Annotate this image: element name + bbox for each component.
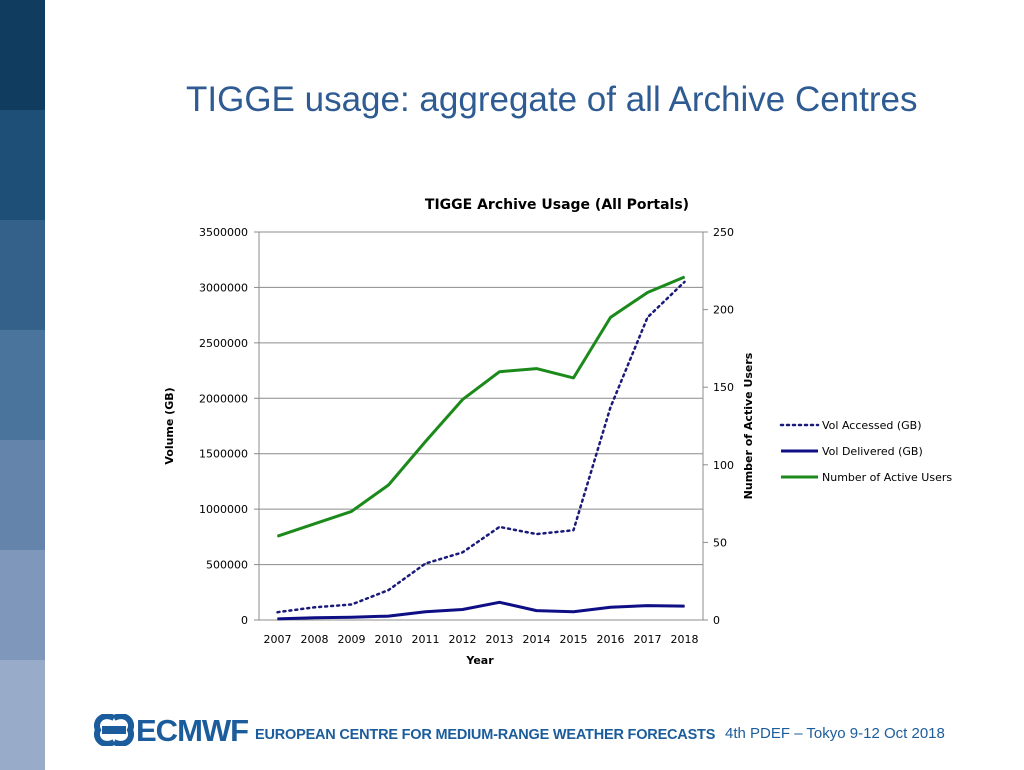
side-bar-segment — [0, 220, 45, 330]
side-bar-segment — [0, 660, 45, 770]
x-tick-label: 2014 — [523, 633, 551, 646]
x-tick-label: 2018 — [671, 633, 699, 646]
data-point — [425, 611, 426, 613]
y2-tick-label: 250 — [713, 226, 734, 239]
data-point — [610, 406, 611, 408]
y-tick-label: 1000000 — [199, 503, 248, 516]
data-point — [684, 281, 685, 283]
data-point — [536, 610, 537, 612]
x-tick-label: 2008 — [301, 633, 329, 646]
y-tick-label: 2500000 — [199, 337, 248, 350]
y2-axis-label: Number of Active Users — [742, 352, 755, 499]
x-tick-label: 2011 — [412, 633, 440, 646]
data-point — [277, 535, 278, 537]
legend-label: Vol Accessed (GB) — [822, 419, 922, 432]
side-bar-segment — [0, 440, 45, 550]
legend: Vol Accessed (GB) Vol Delivered (GB) Numbe… — [779, 419, 952, 484]
data-point — [425, 441, 426, 443]
y-tick-label: 0 — [241, 614, 248, 627]
data-point — [462, 608, 463, 610]
gridlines — [259, 231, 703, 621]
y2-tick-label: 100 — [713, 459, 734, 472]
data-point — [573, 529, 574, 531]
series-line-3 — [277, 275, 686, 538]
x-tick-label: 2013 — [486, 633, 514, 646]
x-tick-label: 2007 — [264, 633, 292, 646]
data-point — [536, 533, 537, 535]
legend-label: Number of Active Users — [822, 471, 952, 484]
y-axis-label: Volume (GB) — [163, 387, 176, 464]
data-point — [499, 526, 500, 528]
data-point — [573, 611, 574, 613]
data-point — [462, 551, 463, 553]
data-point — [647, 316, 648, 318]
data-point — [314, 606, 315, 608]
y2-tick-label: 150 — [713, 381, 734, 394]
data-point — [610, 316, 611, 318]
data-point — [314, 617, 315, 619]
data-point — [573, 377, 574, 379]
data-point — [277, 618, 278, 620]
data-point — [610, 606, 611, 608]
series-line-2 — [277, 600, 685, 621]
x-tick-label: 2010 — [375, 633, 403, 646]
y2-tick-label: 0 — [713, 614, 720, 627]
series-lines — [276, 275, 686, 621]
data-point — [314, 523, 315, 525]
y-tick-label: 2000000 — [199, 392, 248, 405]
data-point — [684, 276, 685, 278]
data-point — [277, 611, 278, 613]
x-tick-label: 2017 — [634, 633, 662, 646]
data-point — [462, 399, 463, 401]
data-point — [425, 562, 426, 564]
side-bar-segment — [0, 0, 45, 110]
y2-tick-label: 200 — [713, 304, 734, 317]
series-line-1 — [276, 280, 686, 614]
side-bar-segment — [0, 550, 45, 660]
y-tick-label: 3000000 — [199, 281, 248, 294]
axes: 0 500000 1000000 1500000 2000000 2500000 30000… — [199, 226, 734, 646]
x-axis-label: Year — [465, 654, 494, 667]
data-point — [351, 616, 352, 618]
side-color-bar — [0, 0, 45, 770]
ecmwf-logo-text: ECMWF — [136, 713, 249, 748]
legend-label: Vol Delivered (GB) — [822, 445, 923, 458]
y-tick-label: 3500000 — [199, 226, 248, 239]
data-point — [388, 484, 389, 486]
data-point — [351, 510, 352, 512]
y-tick-label: 500000 — [206, 559, 248, 572]
data-point — [388, 589, 389, 591]
data-point — [351, 603, 352, 605]
data-point — [647, 292, 648, 294]
usage-chart: 0 500000 1000000 1500000 2000000 2500000 30000… — [163, 197, 952, 667]
y-tick-label: 1500000 — [199, 448, 248, 461]
chart-title: TIGGE Archive Usage (All Portals) — [425, 197, 689, 213]
data-point — [499, 371, 500, 373]
x-tick-label: 2012 — [449, 633, 477, 646]
data-point — [684, 605, 685, 607]
x-tick-label: 2009 — [338, 633, 366, 646]
side-bar-segment — [0, 330, 45, 440]
side-bar-segment — [0, 110, 45, 220]
slide-title: TIGGE usage: aggregate of all Archive Ce… — [186, 80, 918, 119]
data-point — [536, 368, 537, 370]
data-point — [499, 601, 500, 603]
organization-name: EUROPEAN CENTRE FOR MEDIUM-RANGE WEATHER… — [255, 727, 716, 743]
x-tick-label: 2015 — [560, 633, 588, 646]
y2-tick-label: 50 — [713, 536, 727, 549]
data-point — [388, 615, 389, 617]
data-point — [647, 605, 648, 607]
x-tick-label: 2016 — [597, 633, 625, 646]
event-caption: 4th PDEF – Tokyo 9-12 Oct 2018 — [725, 725, 945, 742]
ecmwf-logo-icon — [94, 714, 134, 746]
